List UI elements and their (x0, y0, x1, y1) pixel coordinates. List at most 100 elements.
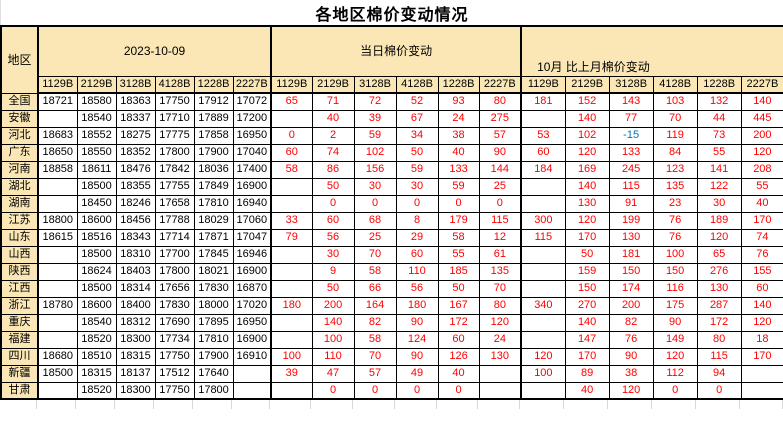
monthly-change-cell: 152 (564, 92, 610, 111)
price-cell: 18721 (37, 92, 78, 111)
daily-change-cell (270, 245, 313, 264)
price-cell: 18540 (76, 109, 117, 128)
monthly-change-cell: 55 (740, 177, 783, 196)
monthly-change-cell: 199 (608, 211, 654, 230)
daily-change-cell: 25 (353, 228, 397, 247)
daily-change-cell (270, 194, 313, 213)
daily-change-cell (270, 381, 313, 400)
region-cell: 福建 (0, 330, 39, 349)
grade-column-header: 2129B (76, 75, 117, 94)
grade-column-header: 1228B (193, 75, 234, 94)
daily-change-cell: 70 (478, 279, 522, 298)
price-cell: 17656 (154, 279, 195, 298)
daily-change-cell: 0 (311, 194, 355, 213)
daily-change-cell: 55 (437, 245, 480, 264)
daily-change-cell: 275 (478, 109, 522, 128)
price-cell (37, 262, 78, 281)
table-row: 新疆 18500 18315 18137 17512 17640 39 47 57 49 40 100… (0, 364, 783, 383)
monthly-change-cell: 76 (652, 211, 698, 230)
grade-column-header: 1129B (520, 75, 566, 94)
monthly-change-cell: 120 (696, 228, 742, 247)
price-cell: 18600 (76, 296, 117, 315)
table-row: 浙江 18780 18600 18400 17830 18000 17020 180 200 16… (0, 296, 783, 315)
grade-column-header: 1228B (696, 75, 742, 94)
monthly-change-cell (520, 177, 566, 196)
monthly-change-cell: 150 (608, 262, 654, 281)
price-cell: 18520 (76, 381, 117, 400)
cotton-price-table: 地区 2023-10-09 当日棉价变动 10月 比上月棉价变动 1129B 2… (0, 25, 783, 400)
region-cell: 浙江 (0, 296, 39, 315)
table-row: 四川 18680 18510 18315 17750 17900 16910 100 110 70… (0, 347, 783, 366)
daily-change-cell: 0 (395, 381, 439, 400)
monthly-change-cell: 65 (696, 245, 742, 264)
region-cell: 河北 (0, 126, 39, 145)
daily-change-cell: 56 (311, 228, 355, 247)
daily-change-cell: 60 (395, 245, 439, 264)
monthly-change-cell (520, 109, 566, 128)
price-cell: 17842 (154, 160, 195, 179)
sheet-gridlines (0, 400, 783, 409)
table-row: 广东 18650 18550 18352 17800 17900 17040 60 74 102 5… (0, 143, 783, 162)
region-cell: 陕西 (0, 262, 39, 281)
daily-change-cell (270, 279, 313, 298)
monthly-change-cell: 40 (564, 381, 610, 400)
daily-change-cell: 156 (353, 160, 397, 179)
price-cell: 17895 (193, 313, 234, 332)
price-cell: 18312 (115, 313, 156, 332)
monthly-change-cell: 175 (652, 296, 698, 315)
table-row: 湖南 18450 18246 17658 17810 16940 0 0 0 0 0 130 91 23 3… (0, 194, 783, 213)
daily-change-cell: 12 (478, 228, 522, 247)
price-cell: 17040 (232, 143, 272, 162)
monthly-change-cell: 170 (564, 347, 610, 366)
daily-change-cell (270, 330, 313, 349)
price-cell: 18624 (76, 262, 117, 281)
region-cell: 新疆 (0, 364, 39, 383)
monthly-change-cell: 133 (608, 143, 654, 162)
price-cell: 18476 (115, 160, 156, 179)
price-cell: 17710 (154, 109, 195, 128)
region-cell: 河南 (0, 160, 39, 179)
daily-change-cell: 39 (353, 109, 397, 128)
region-cell: 全国 (0, 92, 39, 111)
daily-change-cell: 58 (353, 262, 397, 281)
region-cell: 江西 (0, 279, 39, 298)
monthly-change-cell: 245 (608, 160, 654, 179)
section-header-row: 地区 2023-10-09 当日棉价变动 10月 比上月棉价变动 (0, 25, 783, 94)
price-cell: 16950 (232, 313, 272, 332)
monthly-change-cell: 340 (520, 296, 566, 315)
price-cell: 17830 (154, 296, 195, 315)
price-cell: 17775 (154, 126, 195, 145)
monthly-change-cell: 60 (520, 143, 566, 162)
price-cell: 17047 (232, 228, 272, 247)
grade-header-row: 1129B 2129B 3128B 4128B 1228B 2227B 1129… (1, 75, 783, 94)
grade-column-header: 2129B (564, 75, 610, 94)
grade-column-header: 2227B (740, 75, 783, 94)
price-cell: 16940 (232, 194, 272, 213)
daily-change-cell: 102 (353, 143, 397, 162)
daily-change-cell: 82 (353, 313, 397, 332)
daily-change-cell: 39 (270, 364, 313, 383)
daily-change-cell: 126 (437, 347, 480, 366)
daily-change-cell: 30 (353, 177, 397, 196)
monthly-change-cell: 200 (740, 126, 783, 145)
monthly-change-cell: 80 (696, 330, 742, 349)
monthly-change-cell: 276 (696, 262, 742, 281)
daily-change-cell: 50 (395, 143, 439, 162)
monthly-change-cell (520, 313, 566, 332)
daily-change-cell: 52 (395, 92, 439, 111)
monthly-change-cell: 140 (564, 109, 610, 128)
daily-change-cell: 49 (395, 364, 439, 383)
daily-change-cell: 79 (270, 228, 313, 247)
monthly-change-cell: 159 (564, 262, 610, 281)
monthly-change-cell: 40 (740, 194, 783, 213)
price-cell: 18314 (115, 279, 156, 298)
grade-column-header: 2227B (478, 75, 522, 94)
daily-change-cell: 2 (311, 126, 355, 145)
price-cell: 18352 (115, 143, 156, 162)
grade-column-header: 3128B (115, 75, 156, 94)
monthly-change-cell: 89 (564, 364, 610, 383)
monthly-change-cell (520, 245, 566, 264)
monthly-change-cell: 38 (608, 364, 654, 383)
daily-change-cell: 0 (353, 381, 397, 400)
